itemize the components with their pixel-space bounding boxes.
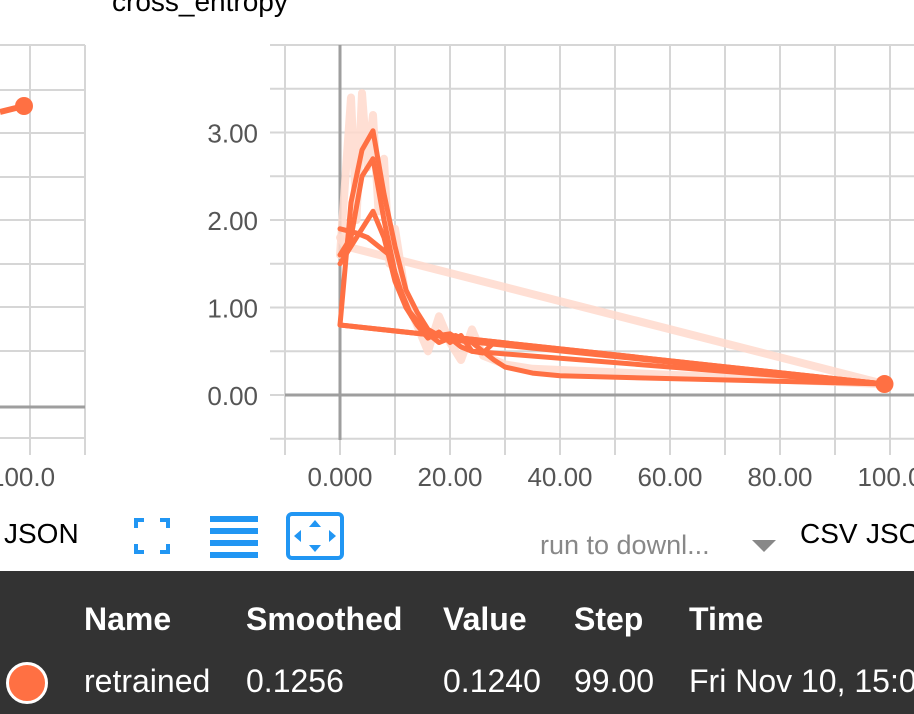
chart-title: cross_entropy <box>112 0 288 17</box>
row-smoothed: 0.1256 <box>246 663 344 699</box>
raw-series-line <box>336 89 889 389</box>
cross-entropy-chart[interactable]: 0.00 1.00 2.00 3.00 0.000 20.00 40.00 60.00 80.0… <box>0 0 914 500</box>
y-tick-label: 2.00 <box>207 206 258 236</box>
run-color-swatch <box>6 662 48 704</box>
left-chart-endpoint <box>15 97 33 115</box>
chart-series <box>336 89 894 394</box>
row-time: Fri Nov 10, 15:0 <box>689 663 914 699</box>
row-value: 0.1240 <box>443 663 541 699</box>
header-time: Time <box>689 601 764 637</box>
json-download-link[interactable]: JSC <box>866 518 914 549</box>
header-name: Name <box>84 601 172 637</box>
fit-domain-icon[interactable] <box>286 512 344 560</box>
x-tick-label: 20.00 <box>417 462 482 492</box>
csv-download-link[interactable]: CSV <box>800 518 858 549</box>
chart-tick-labels: 0.00 1.00 2.00 3.00 0.000 20.00 40.00 60.00 80.0… <box>207 119 914 493</box>
chevron-down-icon <box>752 540 776 552</box>
left-json-download-link[interactable]: JSON <box>4 518 79 549</box>
run-select-placeholder: run to downl... <box>540 530 710 560</box>
fullscreen-icon[interactable] <box>130 512 174 560</box>
smoothed-series-line <box>337 208 887 387</box>
header-value: Value <box>443 601 527 637</box>
smoothed-series-line <box>337 156 887 387</box>
header-smoothed: Smoothed <box>246 601 403 637</box>
left-chart-x-tick-label: 100.0 <box>0 462 55 492</box>
row-step: 99.00 <box>574 663 655 699</box>
x-tick-label: 60.00 <box>637 462 702 492</box>
x-tick-label: 100.0 <box>857 462 914 492</box>
series-endpoint-marker <box>875 375 894 394</box>
left-chart[interactable]: 100.0 <box>0 0 120 500</box>
header-step: Step <box>574 601 644 637</box>
list-lines-icon[interactable] <box>208 512 260 560</box>
x-tick-label: 40.00 <box>527 462 592 492</box>
x-tick-label: 0.000 <box>307 462 372 492</box>
left-chart-grid <box>0 44 86 455</box>
y-tick-label: 1.00 <box>207 294 258 324</box>
y-tick-label: 0.00 <box>207 381 258 411</box>
row-name: retrained <box>84 663 211 699</box>
tooltip-panel: Name Smoothed Value Step Time retrained … <box>0 571 914 714</box>
x-tick-label: 80.00 <box>747 462 812 492</box>
y-tick-label: 3.00 <box>207 119 258 149</box>
